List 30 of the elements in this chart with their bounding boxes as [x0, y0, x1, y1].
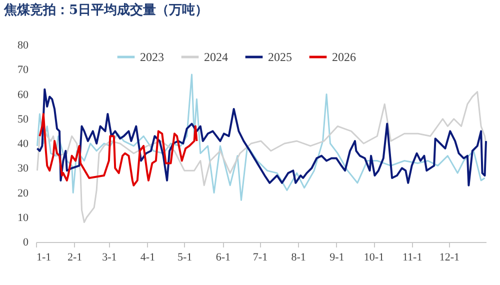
x-tick-label: 7-1: [252, 252, 268, 264]
x-tick-label: 4-1: [140, 252, 156, 264]
line-series: [36, 74, 486, 201]
chart-title: 焦煤竞拍：5日平均成交量（万吨）: [3, 2, 208, 18]
line-series: [36, 91, 487, 224]
y-tick-label: 30: [18, 162, 29, 175]
y-tick-label: 10: [18, 212, 29, 224]
y-tick-label: 20: [18, 187, 29, 200]
legend-label: 2023: [140, 50, 164, 64]
x-tick-label: 5-1: [178, 252, 192, 264]
x-tick-label: 9-1: [330, 252, 344, 264]
y-tick-label: 70: [18, 64, 29, 76]
legend-label: 2026: [332, 50, 356, 64]
legend-label: 2025: [268, 50, 292, 64]
x-tick-label: 1-1: [36, 252, 52, 264]
x-tick-label: 2-1: [67, 252, 82, 264]
x-tick-label: 12-1: [439, 252, 460, 264]
x-tick-label: 11-1: [402, 252, 422, 264]
y-tick-label: 80: [18, 40, 29, 52]
y-tick-label: 60: [18, 88, 29, 101]
legend-label: 2024: [204, 50, 228, 64]
x-tick-label: 3-1: [102, 252, 117, 264]
line-series: [38, 112, 198, 186]
x-tick-label: 10-1: [364, 252, 384, 264]
y-tick-label: 40: [18, 138, 29, 150]
y-tick-label: 50: [18, 113, 29, 126]
x-tick-label: 8-1: [291, 252, 306, 264]
y-tick-label: 0: [23, 236, 29, 248]
x-tick-label: 6-1: [216, 252, 231, 264]
line-series: [36, 88, 487, 186]
